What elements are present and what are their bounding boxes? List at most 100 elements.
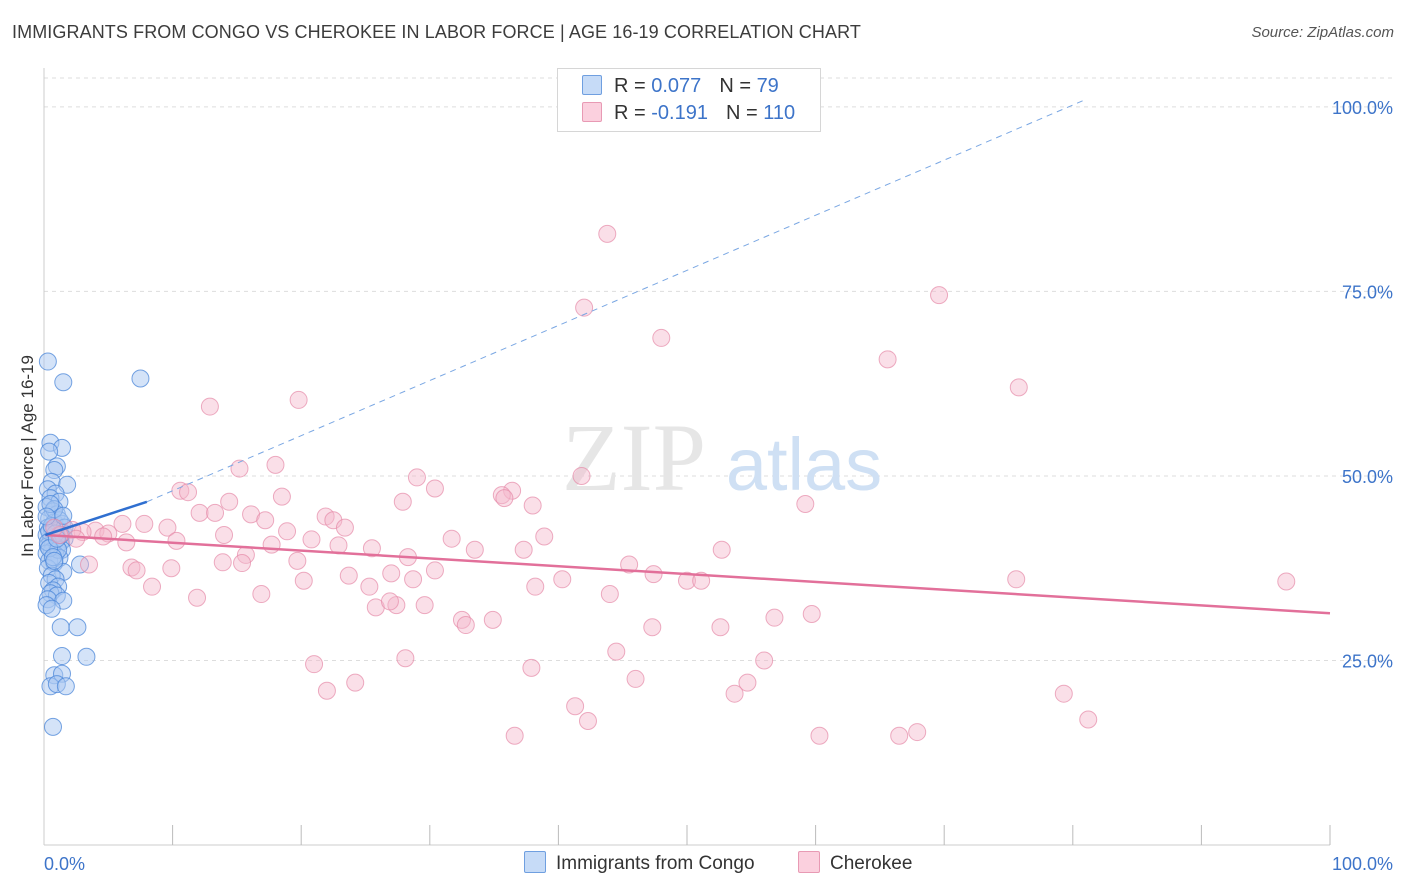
cherokee-point-43 xyxy=(167,531,186,550)
cherokee-point-59 xyxy=(162,559,181,578)
cherokee-point-50 xyxy=(362,539,381,558)
cherokee-point-56 xyxy=(80,555,99,574)
cherokee-point-67 xyxy=(692,571,711,590)
cherokee-point-0 xyxy=(598,224,617,243)
cherokee-point-9 xyxy=(230,459,249,478)
cherokee-point-81 xyxy=(456,616,475,635)
cherokee-point-108 xyxy=(620,555,639,574)
cherokee-point-95 xyxy=(317,681,336,700)
x-tick-label-1: 100.0% xyxy=(1332,854,1393,874)
congo-point-2 xyxy=(131,369,150,388)
cherokee-point-69 xyxy=(1277,572,1296,591)
cherokee-point-73 xyxy=(526,577,545,596)
chart-title: IMMIGRANTS FROM CONGO VS CHEROKEE IN LAB… xyxy=(12,22,861,42)
source-label: Source: ZipAtlas.com xyxy=(1251,24,1394,41)
cherokee-point-106 xyxy=(465,540,484,559)
cherokee-point-66 xyxy=(678,571,696,590)
cherokee-point-102 xyxy=(810,726,829,745)
cherokee-point-3 xyxy=(652,328,671,347)
watermark: ZIP atlas xyxy=(562,404,882,511)
stats-legend: R = 0.077 N = 79 R = -0.191 N = 110 xyxy=(557,68,821,132)
cherokee-point-23 xyxy=(190,503,209,522)
cherokee-point-13 xyxy=(492,486,511,505)
cherokee-point-89 xyxy=(305,655,324,674)
cherokee-point-82 xyxy=(483,610,502,629)
cherokee-point-30 xyxy=(135,514,154,533)
cherokee-point-79 xyxy=(415,596,434,615)
tick-labels: 25.0% 50.0% 75.0% 100.0% 0.0% 100.0% xyxy=(44,98,1393,874)
cherokee-point-94 xyxy=(346,673,365,692)
congo-point-1 xyxy=(54,373,73,392)
cherokee-point-8 xyxy=(266,455,285,474)
cherokee-point-44 xyxy=(302,530,321,549)
cherokee-point-24 xyxy=(206,503,225,522)
y-tick-label-1: 50.0% xyxy=(1342,467,1393,487)
cherokee-point-31 xyxy=(158,518,177,537)
congo-point-56 xyxy=(77,647,96,666)
cherokee-point-45 xyxy=(442,529,461,548)
cherokee-point-70 xyxy=(294,571,313,590)
cherokee-point-98 xyxy=(725,684,744,703)
cherokee-point-33 xyxy=(278,522,297,541)
legend-row-congo: R = 0.077 N = 79 xyxy=(582,75,779,99)
cherokee-point-18 xyxy=(272,487,291,506)
cherokee-point-20 xyxy=(393,492,412,511)
cherokee-point-74 xyxy=(600,585,619,604)
watermark-atlas: atlas xyxy=(726,423,882,506)
cherokee-point-90 xyxy=(522,658,541,677)
cherokee-point-100 xyxy=(1079,710,1098,729)
congo-point-53 xyxy=(51,618,70,637)
cherokee-point-14 xyxy=(425,479,444,498)
cherokee-point-55 xyxy=(213,553,232,572)
cherokee-point-58 xyxy=(127,561,146,580)
cherokee-point-64 xyxy=(404,570,423,589)
cherokee-point-93 xyxy=(755,651,774,670)
cherokee-point-63 xyxy=(644,565,663,584)
cherokee-point-88 xyxy=(396,649,415,668)
cherokee-point-22 xyxy=(796,495,815,513)
cherokee-point-107 xyxy=(288,551,307,570)
cherokee-point-42 xyxy=(94,527,113,546)
congo-point-78 xyxy=(45,551,64,570)
congo-point-62 xyxy=(44,717,63,736)
congo-trend-line xyxy=(44,500,148,537)
cherokee-point-101 xyxy=(505,726,524,745)
congo-point-52 xyxy=(42,599,61,618)
congo-points xyxy=(37,352,150,736)
cherokee-point-62 xyxy=(339,566,358,585)
cherokee-point-104 xyxy=(908,723,927,742)
bottom-cherokee-swatch xyxy=(798,851,820,873)
cherokee-point-86 xyxy=(711,618,730,637)
congo-swatch xyxy=(582,75,602,95)
cherokee-point-19 xyxy=(220,492,239,511)
cherokee-trend-line xyxy=(45,533,1331,615)
y-tick-label-2: 75.0% xyxy=(1342,282,1393,302)
y-tick-label-0: 25.0% xyxy=(1342,651,1393,671)
congo-point-55 xyxy=(53,647,72,666)
cherokee-r-label: R = xyxy=(614,102,652,124)
cherokee-point-10 xyxy=(407,468,426,487)
cherokee-point-75 xyxy=(252,585,271,604)
cherokee-point-15 xyxy=(495,489,514,508)
cherokee-point-47 xyxy=(117,533,136,552)
x-tick-label-0: 0.0% xyxy=(44,854,85,874)
cherokee-point-32 xyxy=(335,518,354,537)
bottom-congo-swatch xyxy=(524,851,546,873)
cherokee-points xyxy=(45,224,1296,745)
cherokee-point-57 xyxy=(122,558,141,577)
cherokee-point-26 xyxy=(256,511,275,530)
y-tick-label-3: 100.0% xyxy=(1332,98,1393,118)
cherokee-point-21 xyxy=(523,496,542,515)
legend-row-cherokee: R = -0.191 N = 110 xyxy=(582,102,795,126)
cherokee-point-6 xyxy=(289,390,308,409)
cherokee-point-83 xyxy=(643,618,662,637)
congo-r-label: R = xyxy=(614,75,652,97)
congo-trend-dashed xyxy=(146,99,1086,503)
cherokee-point-105 xyxy=(233,554,252,573)
cherokee-n-value: 110 xyxy=(763,102,796,124)
bottom-legend-congo: Immigrants from Congo xyxy=(524,851,755,875)
cherokee-point-71 xyxy=(143,577,162,596)
cherokee-point-91 xyxy=(626,669,645,688)
cherokee-point-1 xyxy=(930,286,949,305)
congo-r-value: 0.077 xyxy=(651,75,702,97)
